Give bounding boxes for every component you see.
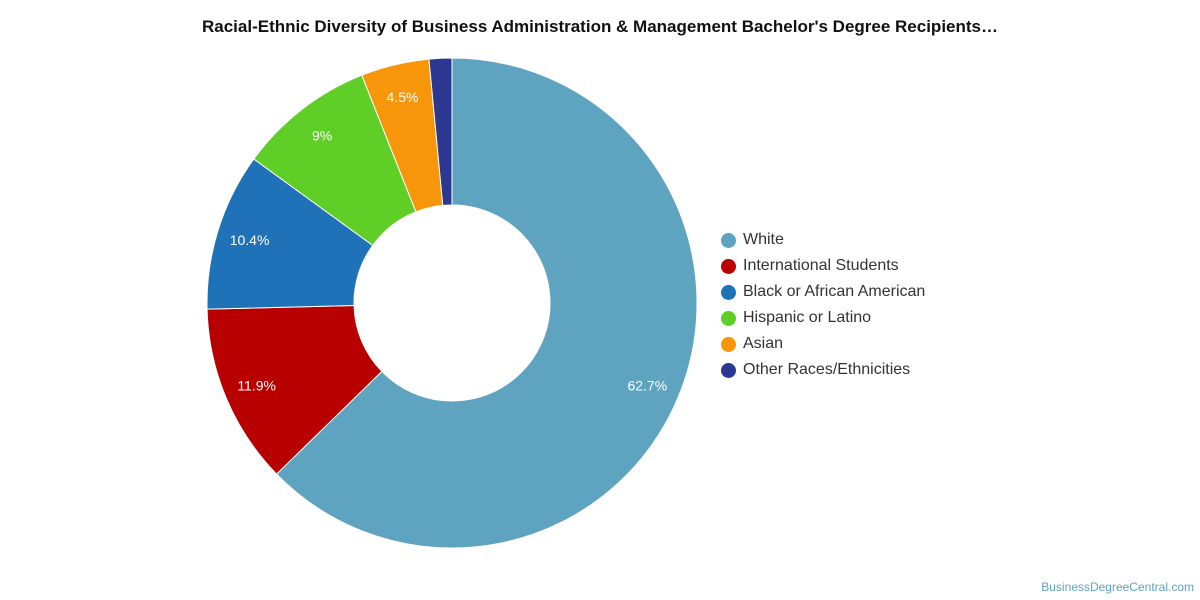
legend-label-white: White (743, 231, 784, 248)
slice-black-or-african-american[interactable] (206, 158, 374, 310)
slice-label-black-or-african-american: 10.4% (230, 232, 270, 248)
slice-label-international-students: 11.9% (237, 377, 276, 393)
source-credit[interactable]: BusinessDegreeCentral.com (1041, 580, 1194, 594)
chart-title: Racial-Ethnic Diversity of Business Admi… (201, 17, 998, 36)
legend-label-black-or-african-american: Black or African American (743, 283, 926, 300)
slice-label-asian: 4.5% (387, 89, 419, 105)
slice-other-races-ethnicities[interactable] (428, 57, 453, 206)
legend-item-black-or-african-american[interactable]: Black or African American (721, 279, 925, 305)
legend-item-white[interactable]: White (721, 227, 925, 253)
legend-label-other-races-ethnicities: Other Races/Ethnicities (743, 361, 911, 378)
legend-item-international-students[interactable]: International Students (721, 253, 925, 279)
chart-legend: White International Students Black or Afri… (721, 227, 925, 383)
slice-label-white: 62.7% (627, 377, 667, 393)
legend-item-asian[interactable]: Asian (721, 331, 925, 357)
slice-international-students[interactable] (206, 304, 383, 475)
slice-label-hispanic-or-latino: 9% (312, 127, 332, 143)
legend-item-hispanic-or-latino[interactable]: Hispanic or Latino (721, 305, 925, 331)
legend-swatch-black-or-african-american (721, 284, 736, 300)
legend-label-hispanic-or-latino: Hispanic or Latino (743, 309, 872, 326)
legend-item-other-races-ethnicities[interactable]: Other Races/Ethnicities (721, 357, 925, 383)
legend-swatch-international-students (721, 258, 736, 274)
slice-white[interactable] (275, 57, 698, 549)
legend-swatch-white (721, 232, 736, 248)
legend-swatch-hispanic-or-latino (721, 310, 736, 326)
legend-swatch-other-races-ethnicities (721, 362, 736, 378)
legend-label-asian: Asian (743, 335, 784, 352)
legend-label-international-students: International Students (743, 257, 899, 274)
legend-swatch-asian (721, 336, 736, 352)
